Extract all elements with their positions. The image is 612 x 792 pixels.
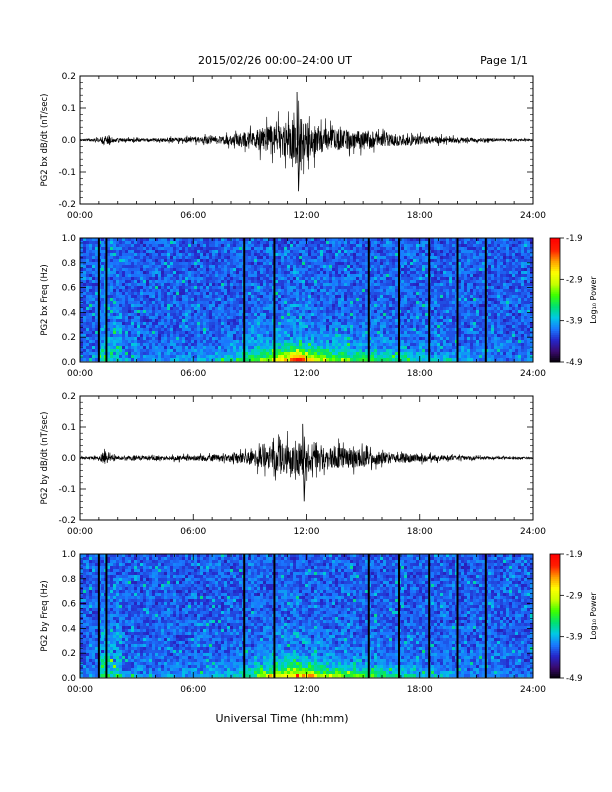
data-gap [273,554,276,678]
y-tick-label: 0.6 [62,284,77,294]
page-title: 2015/02/26 00:00–24:00 UT [198,54,352,67]
data-gap [428,238,431,362]
colorbar-tick-label: -4.9 [566,674,583,684]
x-tick-label: 12:00 [294,685,320,695]
colorbar-tick-label: -3.9 [566,633,583,643]
y-axis-label: PG2 by Freq (Hz) [40,580,50,651]
y-tick-label: 0.8 [62,575,77,585]
data-gap [428,554,431,678]
y-tick-label: 0.0 [62,674,77,684]
by-dbdt-panel: 00:00 06:00 12:00 18:00 24:00 0.2 0.1 0.0 -0.1 -0… [40,392,546,537]
x-tick-label: 06:00 [180,211,206,221]
x-axis-label: Universal Time (hh:mm) [216,712,349,725]
y-tick-label: 1.0 [62,234,77,244]
waveform-line [79,431,534,481]
by-spectrogram-panel: 00:00 06:00 12:00 18:00 24:00 1.0 0.8 0.6 0.4 0.2… [40,550,598,695]
x-tick-label: 06:00 [180,527,206,537]
x-tick-label: 12:00 [294,369,320,379]
y-tick-label: 0.0 [62,136,77,146]
colorbar-tick-label: -4.9 [566,358,583,368]
y-axis-label: PG2 bx Freq (Hz) [40,264,50,335]
x-tick-label: 24:00 [520,369,546,379]
peak-spike [302,423,307,502]
y-tick-label: 0.1 [62,423,76,433]
y-tick-label: 0.4 [62,308,77,318]
y-tick-label: 0.8 [62,259,77,269]
data-gap [243,238,246,362]
x-tick-label: 18:00 [407,369,433,379]
x-tick-label: 12:00 [294,527,320,537]
data-gap [456,238,459,362]
colorbar-tick-label: -1.9 [566,550,583,560]
colorbar-tick-label: -1.9 [566,234,583,244]
x-tick-label: 18:00 [407,527,433,537]
x-tick-label: 06:00 [180,685,206,695]
x-tick-label: 06:00 [180,369,206,379]
data-gap [273,238,276,362]
peak-spike [296,91,301,192]
y-tick-label: 0.4 [62,624,77,634]
y-tick-label: -0.1 [58,168,76,178]
y-tick-label: -0.2 [58,200,76,210]
y-tick-label: 0.0 [62,454,77,464]
x-tick-label: 12:00 [294,211,320,221]
colorbar-tick-label: -2.9 [566,591,583,601]
page-number: Page 1/1 [480,54,528,67]
y-tick-label: 0.2 [62,649,76,659]
x-tick-label: 24:00 [520,685,546,695]
colorbar-label: Log₁₀ Power [589,276,598,324]
y-axis-label: PG2 by dB/dt (nT/sec) [40,412,50,505]
data-gap [97,238,100,362]
data-gap [484,238,487,362]
x-tick-label: 18:00 [407,211,433,221]
y-tick-label: 0.0 [62,358,77,368]
colorbar-tick-label: -3.9 [566,317,583,327]
data-gap [397,554,400,678]
y-tick-label: 0.2 [62,392,76,402]
x-tick-label: 00:00 [67,211,93,221]
data-gap [456,554,459,678]
colorbar [549,237,561,363]
x-tick-label: 00:00 [67,685,93,695]
data-gap [105,238,108,362]
y-tick-label: -0.2 [58,516,76,526]
data-gap [397,238,400,362]
y-tick-label: 0.2 [62,333,76,343]
data-gap [97,554,100,678]
y-tick-label: 0.1 [62,104,76,114]
data-gap [484,554,487,678]
colorbar [549,553,561,679]
colorbar-label: Log₁₀ Power [589,592,598,640]
x-tick-label: 24:00 [520,527,546,537]
x-tick-label: 00:00 [67,369,93,379]
y-tick-label: -0.1 [58,485,76,495]
data-gap [243,554,246,678]
x-tick-label: 00:00 [67,527,93,537]
x-tick-label: 18:00 [407,685,433,695]
colorbar-tick-label: -2.9 [566,275,583,285]
data-gap [105,554,108,678]
bx-spectrogram-panel: 00:00 06:00 12:00 18:00 24:00 1.0 0.8 0.6 0.4 0.2… [40,234,598,379]
data-gap [367,238,370,362]
y-tick-label: 0.2 [62,72,76,82]
y-tick-label: 1.0 [62,550,77,560]
bx-dbdt-panel: 00:00 06:00 12:00 18:00 24:00 0.2 0.1 0.0 -0.1 -0… [40,72,546,221]
y-tick-label: 0.6 [62,600,77,610]
data-gap [367,554,370,678]
y-axis-label: PG2 bx dB/dt (nT/sec) [40,94,50,187]
waveform-line [79,100,534,175]
x-tick-label: 24:00 [520,211,546,221]
